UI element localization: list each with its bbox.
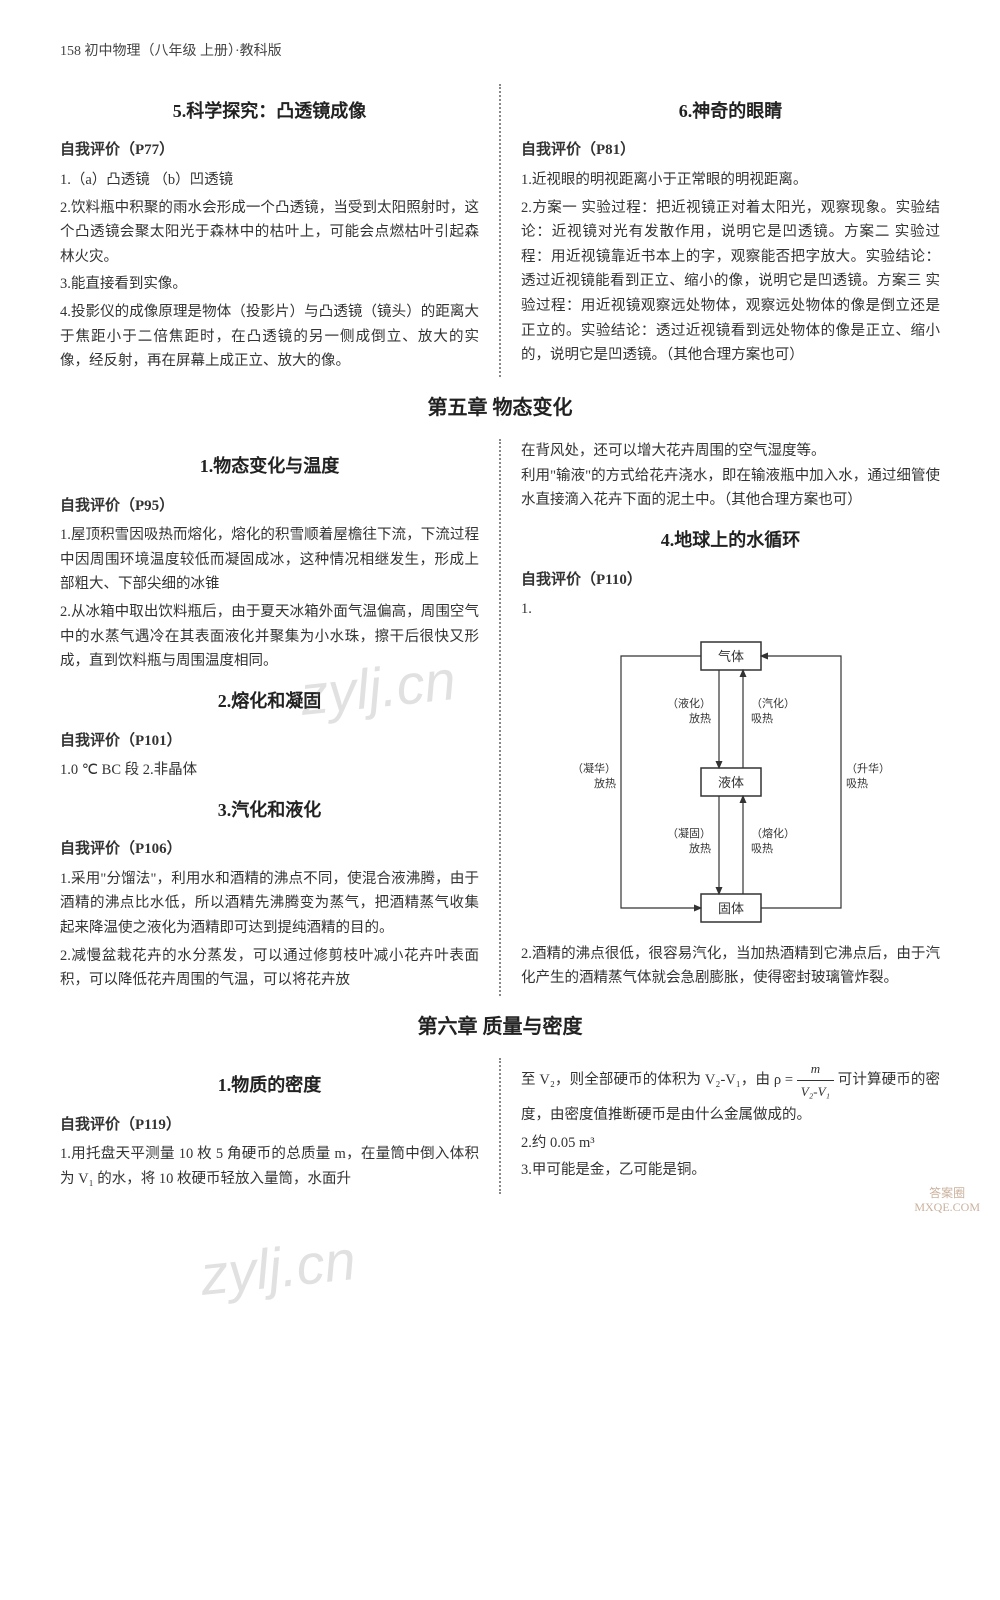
node-gas: 气体 (717, 649, 743, 664)
sec61-continuation: 至 V₂，则全部硬币的体积为 V₂-V₁，由 ρ = m V₂-V₁ 可计算硬币… (521, 1058, 940, 1128)
col-right-ch5: 在背风处，还可以增大花卉周围的空气湿度等。 利用"输液"的方式给花卉浇水，即在输… (521, 439, 940, 994)
sec45-item: 1.（a）凸透镜 （b）凹透镜 (60, 168, 479, 193)
sec52-title: 2.熔化和凝固 (60, 686, 479, 717)
node-liquid: 液体 (717, 775, 743, 790)
sec61-title: 1.物质的密度 (60, 1070, 479, 1101)
sec46-item: 1.近视眼的明视距离小于正常眼的明视距离。 (521, 168, 940, 193)
col-left-ch6: 1.物质的密度 自我评价（P119） 1.用托盘天平测量 10 枚 5 角硬币的… (60, 1058, 479, 1194)
sec45-item: 4.投影仪的成像原理是物体（投影片）与凸透镜（镜头）的距离大于焦距小于二倍焦距时… (60, 300, 479, 374)
svg-text:（升华）: （升华） (846, 761, 890, 775)
node-solid: 固体 (717, 901, 743, 916)
svg-text:吸热: 吸热 (846, 777, 868, 790)
vertical-divider (499, 84, 501, 377)
sec61-item1: 1.用托盘天平测量 10 枚 5 角硬币的总质量 m，在量筒中倒入体积为 V₁ … (60, 1142, 479, 1191)
sec45-eval: 自我评价（P77） (60, 138, 479, 164)
sec51-item: 2.从冰箱中取出饮料瓶后，由于夏天冰箱外面气温偏高，周围空气中的水蒸气遇冷在其表… (60, 600, 479, 674)
sec53-title: 3.汽化和液化 (60, 795, 479, 826)
sec45-item: 3.能直接看到实像。 (60, 272, 479, 297)
phase-change-diagram: 气体 液体 固体 （液化） 放热 （汽化） 吸热 （凝固） 放热 （熔化） 吸热… (561, 632, 901, 932)
svg-text:放热: 放热 (689, 841, 711, 855)
sec54-item1: 1. (521, 597, 940, 622)
sec54-title: 4.地球上的水循环 (521, 525, 940, 556)
svg-text:吸热: 吸热 (751, 712, 773, 725)
vertical-divider (499, 439, 501, 996)
sec45-item: 2.饮料瓶中积聚的雨水会形成一个凸透镜，当受到太阳照射时，这个凸透镜会聚太阳光于… (60, 196, 479, 270)
ch6-columns: 1.物质的密度 自我评价（P119） 1.用托盘天平测量 10 枚 5 角硬币的… (60, 1058, 940, 1194)
sec53-continuation: 在背风处，还可以增大花卉周围的空气湿度等。 利用"输液"的方式给花卉浇水，即在输… (521, 439, 940, 513)
sec46-eval: 自我评价（P81） (521, 138, 940, 164)
svg-text:吸热: 吸热 (751, 842, 773, 855)
svg-text:（凝华）: （凝华） (572, 761, 616, 775)
density-fraction: m V₂-V₁ (797, 1058, 834, 1103)
page-header: 158 初中物理（八年级 上册）·教科版 (60, 40, 940, 64)
sec53-eval: 自我评价（P106） (60, 837, 479, 863)
sec61-item3: 3.甲可能是金，乙可能是铜。 (521, 1158, 940, 1183)
sec51-eval: 自我评价（P95） (60, 494, 479, 520)
sec54-eval: 自我评价（P110） (521, 568, 940, 594)
sec52-eval: 自我评价（P101） (60, 729, 479, 755)
svg-text:放热: 放热 (594, 776, 616, 790)
sec51-item: 1.屋顶积雪因吸热而熔化，熔化的积雪顺着屋檐往下流，下流过程中因周围环境温度较低… (60, 523, 479, 597)
corner-logo: 答案圈 MXQE.COM (914, 1186, 980, 1215)
frac-den: V₂-V₁ (797, 1081, 834, 1103)
svg-text:（汽化）: （汽化） (751, 696, 795, 710)
col-right-ch6: 至 V₂，则全部硬币的体积为 V₂-V₁，由 ρ = m V₂-V₁ 可计算硬币… (521, 1058, 940, 1186)
sec54-item2: 2.酒精的沸点很低，很容易汽化，当加热酒精到它沸点后，由于汽化产生的酒精蒸气体就… (521, 942, 940, 991)
top-columns: 5.科学探究：凸透镜成像 自我评价（P77） 1.（a）凸透镜 （b）凹透镜 2… (60, 84, 940, 377)
chapter5-title: 第五章 物态变化 (60, 391, 940, 425)
sec61-item2: 2.约 0.05 m³ (521, 1131, 940, 1156)
svg-text:（凝固）: （凝固） (667, 826, 711, 840)
sec45-title: 5.科学探究：凸透镜成像 (60, 96, 479, 127)
sec46-item: 2.方案一 实验过程：把近视镜正对着太阳光，观察现象。实验结论：近视镜对光有发散… (521, 196, 940, 368)
frac-num: m (797, 1058, 834, 1081)
col-right-top: 6.神奇的眼睛 自我评价（P81） 1.近视眼的明视距离小于正常眼的明视距离。 … (521, 84, 940, 371)
cont-pre: 至 V₂，则全部硬币的体积为 V₂-V₁，由 ρ = (521, 1072, 797, 1088)
watermark: zylj.cn (195, 1212, 360, 1323)
svg-text:（熔化）: （熔化） (751, 826, 795, 840)
sec61-eval: 自我评价（P119） (60, 1113, 479, 1139)
vertical-divider (499, 1058, 501, 1194)
sec51-title: 1.物态变化与温度 (60, 451, 479, 482)
svg-text:（液化）: （液化） (667, 696, 711, 710)
chapter6-title: 第六章 质量与密度 (60, 1010, 940, 1044)
sec53-item: 1.采用"分馏法"，利用水和酒精的沸点不同，使混合液沸腾，由于酒精的沸点比水低，… (60, 867, 479, 941)
sec53-item: 2.减慢盆栽花卉的水分蒸发，可以通过修剪枝叶减小花卉叶表面积，可以降低花卉周围的… (60, 944, 479, 993)
ch5-columns: 1.物态变化与温度 自我评价（P95） 1.屋顶积雪因吸热而熔化，熔化的积雪顺着… (60, 439, 940, 996)
sec52-item: 1.0 ℃ BC 段 2.非晶体 (60, 758, 479, 783)
svg-text:放热: 放热 (689, 711, 711, 725)
col-left-top: 5.科学探究：凸透镜成像 自我评价（P77） 1.（a）凸透镜 （b）凹透镜 2… (60, 84, 479, 377)
col-left-ch5: 1.物态变化与温度 自我评价（P95） 1.屋顶积雪因吸热而熔化，熔化的积雪顺着… (60, 439, 479, 996)
sec46-title: 6.神奇的眼睛 (521, 96, 940, 127)
